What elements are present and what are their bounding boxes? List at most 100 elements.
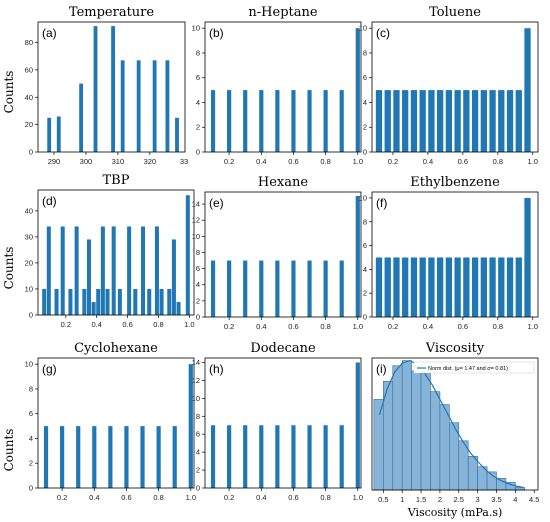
bar (393, 90, 400, 152)
y-tick-label: 8 (196, 412, 200, 421)
x-tick-label: 0.8 (153, 493, 163, 502)
y-tick-label: 6 (29, 409, 33, 418)
x-tick-label: 0.4 (423, 322, 433, 331)
panel-letter: (g) (42, 362, 57, 376)
panel-b: 0.2 0.4 0.6 0.8 1.0 0 2 4 6 8 10 n-Heptane (b) (192, 5, 363, 166)
y-tick-label: 40 (25, 93, 33, 102)
bar (291, 260, 296, 317)
y-tick-label: 0 (363, 313, 367, 322)
bar (454, 90, 461, 152)
bar (156, 426, 161, 488)
x-tick-label: 3.5 (491, 495, 501, 504)
panel-title: TBP (103, 173, 130, 188)
bar (93, 26, 98, 152)
bar (100, 226, 105, 315)
y-tick-label: 8 (363, 48, 367, 57)
bar (355, 28, 360, 152)
x-tick-label: 1 (400, 495, 404, 504)
panel-title: Toluene (429, 5, 481, 20)
bar (60, 226, 65, 315)
bar (74, 226, 79, 315)
bar (480, 257, 487, 317)
bar (259, 260, 264, 317)
bar (307, 260, 312, 317)
bar (54, 288, 59, 315)
x-tick-label: 0.8 (320, 322, 330, 331)
bar (291, 90, 296, 152)
x-tick-label: 0.6 (121, 493, 131, 502)
bar (60, 426, 65, 488)
bar (147, 288, 152, 315)
bar (210, 90, 216, 152)
x-tick-label: 0.8 (320, 493, 330, 502)
y-tick-label: 0 (363, 148, 367, 157)
x-tick-label: 0.8 (153, 320, 163, 329)
x-tick-label: 0.4 (423, 157, 433, 166)
bar (428, 90, 435, 152)
panel-title: Cyclohexane (74, 341, 158, 356)
bar (243, 260, 248, 317)
y-tick-label: 12 (192, 376, 200, 385)
bar (176, 301, 181, 315)
bar (171, 239, 176, 315)
x-tick-label: 0.4 (89, 493, 99, 502)
y-tick-label: 10 (25, 360, 33, 369)
bar (42, 288, 47, 315)
panel-letter: (i) (376, 362, 387, 376)
bar (91, 301, 96, 315)
panel-letter: (d) (42, 194, 57, 208)
y-tick-label: 14 (192, 200, 200, 209)
x-tick-label: 300 (80, 157, 93, 166)
bar (384, 257, 391, 317)
bar (275, 260, 280, 317)
bar (152, 60, 157, 152)
axes-frame (204, 357, 362, 489)
x-tick-label: 4 (513, 495, 517, 504)
bar (420, 373, 431, 491)
bar (291, 425, 296, 488)
y-tick-label: 6 (196, 73, 200, 82)
bar (307, 425, 312, 488)
axes-frame (371, 191, 539, 318)
y-tick-label: 20 (25, 120, 33, 129)
panel-c: 0.2 0.4 0.6 0.8 1.0 0 2 4 6 8 10 Toluene (c) (359, 5, 539, 166)
x-tick-label: 1.0 (353, 157, 363, 166)
bar (117, 288, 122, 315)
x-tick-label: 1.0 (528, 157, 538, 166)
x-tick-label: 0.2 (388, 157, 398, 166)
axes-frame (204, 191, 362, 318)
y-tick-label: 4 (363, 265, 367, 274)
legend-label: Norm dist. (μ= 1.47 and σ= 0.81) (428, 366, 508, 372)
bar (141, 226, 146, 315)
axes-frame (37, 357, 195, 489)
x-tick-label: 0.4 (256, 322, 266, 331)
panel-letter: (e) (209, 196, 224, 210)
bar (410, 90, 418, 152)
axes-frame (371, 357, 539, 491)
bar (428, 257, 435, 317)
y-tick-label: 80 (25, 38, 33, 47)
y-tick-label: 30 (25, 232, 33, 241)
panel-letter: (f) (376, 196, 387, 210)
x-tick-label: 3 (476, 495, 480, 504)
bar (375, 90, 383, 152)
bar (471, 90, 479, 152)
bar (188, 364, 193, 488)
bar (111, 26, 116, 152)
bar (471, 257, 479, 317)
bar (375, 257, 383, 317)
y-axis-label-row2: Counts (2, 247, 16, 290)
bar (127, 226, 132, 315)
panel-h: 0.2 0.4 0.6 0.8 1.0 0 2 4 6 8 10 12 14 Dodecane (h) (192, 341, 363, 502)
y-tick-label: 2 (196, 123, 200, 132)
bar (92, 426, 97, 488)
x-tick-label: 1.0 (353, 322, 363, 331)
y-tick-label: 2 (196, 466, 200, 475)
panel-title: Viscosity (425, 341, 485, 356)
y-axis-label-row1: Counts (2, 71, 16, 114)
bar (307, 90, 312, 152)
x-tick-label: 0.6 (458, 322, 468, 331)
y-tick-label: 10 (192, 232, 200, 241)
y-tick-label: 2 (29, 459, 33, 468)
